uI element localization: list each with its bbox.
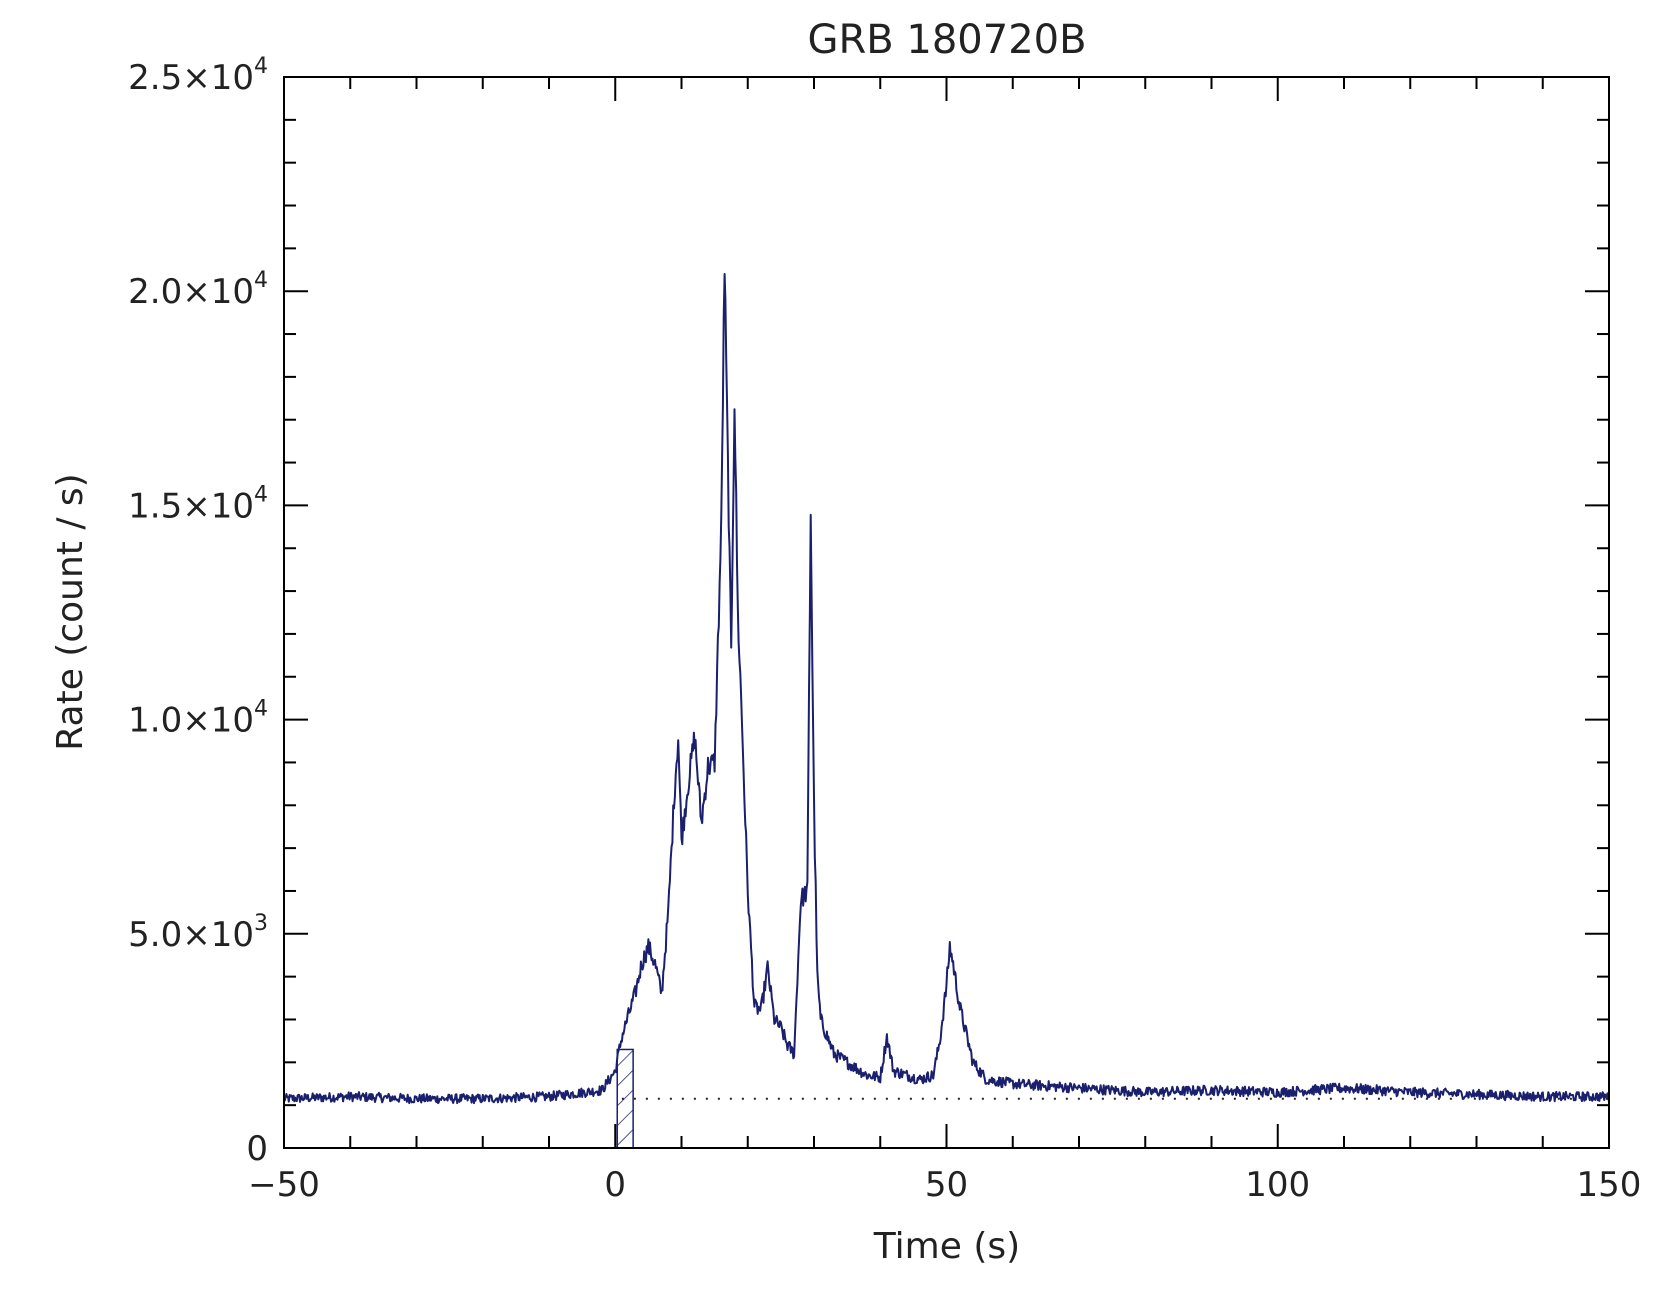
y-tick-label: 1.5×104 [128,482,268,526]
x-tick-label: 0 [604,1165,626,1205]
axis-ticks [283,76,1610,1149]
x-tick-label: 100 [1245,1165,1310,1205]
x-axis-title: Time (s) [873,1226,1020,1267]
y-tick-label: 2.0×104 [128,268,268,312]
y-tick-label: 0 [246,1129,268,1169]
chart-title: GRB 180720B [807,17,1086,63]
x-tick-label: −50 [248,1165,320,1205]
plot-frame [283,76,1610,1149]
y-tick-label: 1.0×104 [128,697,268,741]
series-line [284,273,1609,1105]
tick-labels: −50 0 50 100 15005.0×1031.0×1041.5×1042.0×10… [128,54,1641,1205]
x-tick-label: 150 [1577,1165,1642,1205]
y-tick-label: 5.0×103 [128,911,268,955]
x-tick-label: 50 [925,1165,968,1205]
y-tick-label: 2.5×104 [128,54,268,98]
y-axis-title: Rate (count / s) [50,473,91,750]
hatched-interval [616,1048,634,1148]
